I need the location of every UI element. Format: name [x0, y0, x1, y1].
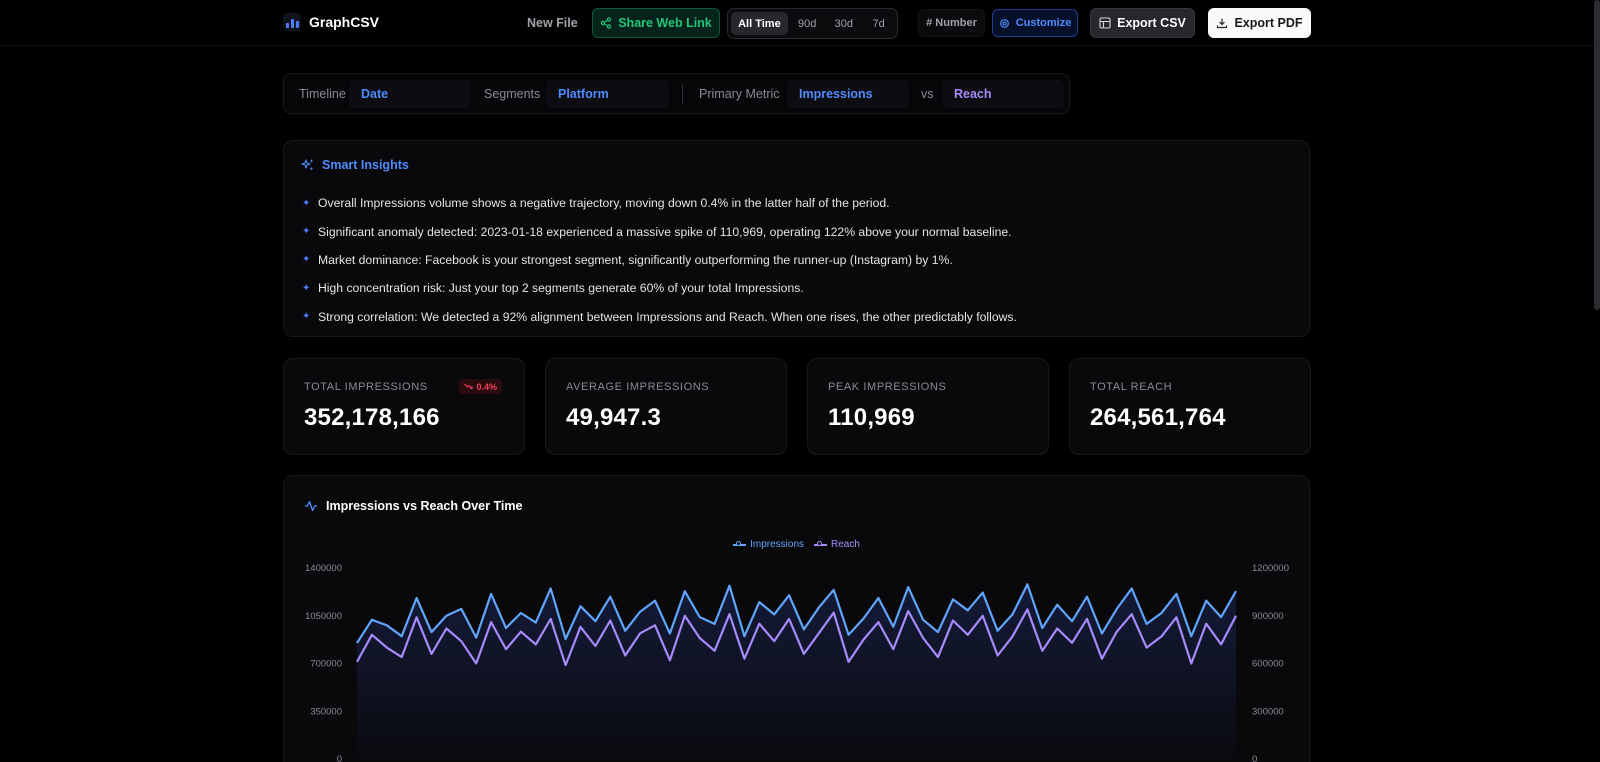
- insight-item: ✦ Strong correlation: We detected a 92% a…: [302, 303, 1017, 331]
- legend-label: Reach: [831, 539, 860, 550]
- y-left-tick-label: 700000: [310, 659, 342, 670]
- stat-label: PEAK IMPRESSIONS: [828, 381, 947, 393]
- legend-label: Impressions: [750, 539, 804, 550]
- smart-insights-card: Smart Insights ✦ Overall Impressions volu…: [283, 140, 1310, 337]
- sparkle-bullet-icon: ✦: [302, 282, 311, 294]
- brand[interactable]: GraphCSV: [283, 13, 379, 31]
- secondary-metric-select[interactable]: Reach: [942, 80, 1064, 108]
- insight-item: ✦ Overall Impressions volume shows a nega…: [302, 189, 1017, 217]
- timeline-select[interactable]: Date: [349, 80, 471, 108]
- stat-card-peak-impressions: PEAK IMPRESSIONS 110,969: [807, 358, 1049, 455]
- app-name: GraphCSV: [309, 14, 380, 30]
- stat-card-average-impressions: AVERAGE IMPRESSIONS 49,947.3: [545, 358, 787, 455]
- insight-item: ✦ Market dominance: Facebook is your stro…: [302, 246, 1017, 274]
- insight-text: Strong correlation: We detected a 92% al…: [318, 309, 1017, 324]
- export-pdf-label: Export PDF: [1234, 16, 1303, 30]
- divider: [682, 84, 683, 104]
- range-all-time[interactable]: All Time: [731, 12, 788, 35]
- line-chart[interactable]: 1400000 1050000 700000 350000 0 1200000 900000…: [284, 476, 1311, 762]
- y-right-tick-label: 900000: [1252, 611, 1284, 622]
- vs-label: vs: [921, 87, 934, 101]
- segments-value: Platform: [558, 87, 609, 101]
- number-format-button[interactable]: # Number: [918, 9, 985, 37]
- y-right-tick-label: 600000: [1252, 659, 1284, 670]
- insight-item: ✦ Significant anomaly detected: 2023-01-1…: [302, 217, 1017, 245]
- number-format-label: # Number: [926, 17, 977, 29]
- chart-card: Impressions vs Reach Over Time Impressio…: [283, 475, 1310, 762]
- share-web-link-button[interactable]: Share Web Link: [592, 8, 720, 38]
- stat-label: TOTAL REACH: [1090, 381, 1173, 393]
- y-right-tick-label: 0: [1252, 754, 1257, 762]
- time-range-toggle: All Time 90d 30d 7d: [727, 8, 898, 39]
- top-bar: GraphCSV New File Share Web Link All Tim…: [0, 0, 1594, 46]
- export-pdf-button[interactable]: Export PDF: [1208, 8, 1311, 38]
- download-icon: [1217, 18, 1228, 29]
- chart-legend: Impressions Reach: [284, 539, 1309, 550]
- insight-text: Significant anomaly detected: 2023-01-18…: [318, 224, 1012, 239]
- share-icon: [601, 17, 612, 29]
- share-label: Share Web Link: [618, 16, 712, 30]
- stat-card-total-reach: TOTAL REACH 264,561,764: [1069, 358, 1311, 455]
- page-scrollbar[interactable]: [1594, 0, 1600, 310]
- table-icon: [1099, 17, 1111, 29]
- column-selector-bar: Timeline Date Segments Platform Primary …: [283, 73, 1070, 114]
- stat-label: AVERAGE IMPRESSIONS: [566, 381, 710, 393]
- stat-value: 352,178,166: [304, 404, 440, 431]
- timeline-value: Date: [361, 87, 389, 101]
- smart-insights-header: Smart Insights: [301, 158, 409, 172]
- stat-card-total-impressions: TOTAL IMPRESSIONS 0.4% 352,178,166: [283, 358, 525, 455]
- smart-insights-title: Smart Insights: [322, 158, 409, 172]
- range-30d[interactable]: 30d: [834, 17, 854, 30]
- sparkle-bullet-icon: ✦: [302, 311, 311, 323]
- legend-swatch: [814, 540, 827, 546]
- stat-value: 110,969: [828, 404, 915, 431]
- primary-metric-label: Primary Metric: [699, 87, 780, 101]
- insights-list: ✦ Overall Impressions volume shows a nega…: [302, 189, 1017, 331]
- chart-title: Impressions vs Reach Over Time: [326, 499, 523, 513]
- activity-icon: [305, 500, 317, 512]
- range-7d[interactable]: 7d: [872, 17, 885, 30]
- series-line-impressions: [356, 583, 1237, 644]
- legend-swatch: [733, 540, 747, 546]
- insight-text: Overall Impressions volume shows a negat…: [318, 196, 890, 211]
- insight-item: ✦ High concentration risk: Just your top …: [302, 274, 1017, 302]
- y-left-tick-label: 1400000: [305, 563, 342, 574]
- y-left-tick-label: 350000: [310, 706, 342, 717]
- stat-value: 264,561,764: [1090, 404, 1226, 431]
- primary-metric-value: Impressions: [799, 87, 873, 101]
- insight-text: High concentration risk: Just your top 2…: [318, 281, 804, 296]
- settings-icon: [999, 18, 1009, 28]
- series-line-reach: [356, 608, 1237, 667]
- sparkle-bullet-icon: ✦: [302, 226, 311, 238]
- sparkle-bullet-icon: ✦: [302, 254, 311, 266]
- bar-chart-logo-icon: [283, 13, 301, 31]
- y-right-tick-label: 1200000: [1252, 563, 1289, 574]
- trend-down-icon: [464, 383, 474, 390]
- segments-select[interactable]: Platform: [546, 80, 669, 108]
- legend-item-impressions[interactable]: Impressions: [733, 539, 804, 550]
- y-left-tick-label: 0: [337, 754, 342, 762]
- customize-label: Customize: [1015, 17, 1072, 29]
- legend-item-reach[interactable]: Reach: [814, 539, 860, 550]
- range-90d[interactable]: 90d: [797, 17, 817, 30]
- export-csv-label: Export CSV: [1117, 16, 1186, 30]
- stat-label: TOTAL IMPRESSIONS: [304, 381, 428, 393]
- trend-down-badge: 0.4%: [459, 379, 502, 394]
- export-csv-button[interactable]: Export CSV: [1090, 8, 1195, 38]
- secondary-metric-value: Reach: [954, 87, 992, 101]
- sparkle-bullet-icon: ✦: [302, 197, 311, 209]
- stat-value: 49,947.3: [566, 404, 662, 431]
- sparkles-icon: [301, 159, 314, 171]
- primary-metric-select[interactable]: Impressions: [787, 80, 909, 108]
- trend-value: 0.4%: [476, 381, 497, 392]
- chart-header: Impressions vs Reach Over Time: [304, 499, 522, 513]
- new-file-link[interactable]: New File: [527, 16, 578, 30]
- customize-button[interactable]: Customize: [992, 9, 1078, 37]
- timeline-label: Timeline: [299, 87, 346, 101]
- segments-label: Segments: [484, 87, 541, 101]
- y-right-tick-label: 300000: [1252, 706, 1284, 717]
- y-left-tick-label: 1050000: [305, 611, 342, 622]
- insight-text: Market dominance: Facebook is your stron…: [318, 252, 953, 267]
